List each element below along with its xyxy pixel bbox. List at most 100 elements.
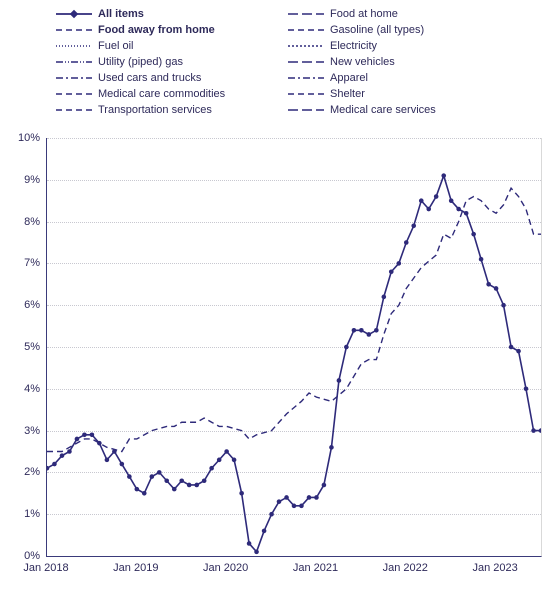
series-marker-all-items (404, 240, 409, 245)
series-marker-all-items (224, 449, 229, 454)
series-marker-all-items (194, 483, 199, 488)
series-marker-all-items (344, 345, 349, 350)
legend-col-left: All itemsFood away from homeFuel oilUtil… (56, 6, 288, 118)
series-marker-all-items (471, 232, 476, 237)
legend-swatch-icon (56, 23, 92, 37)
series-marker-all-items (82, 432, 87, 437)
legend-swatch-icon (288, 71, 324, 85)
y-tick-label: 2% (0, 466, 40, 478)
legend-swatch-icon (56, 39, 92, 53)
legend-label: Used cars and trucks (98, 70, 201, 86)
series-marker-all-items (299, 504, 304, 509)
legend-label: Food away from home (98, 22, 215, 38)
series-marker-all-items (202, 478, 207, 483)
series-marker-all-items (157, 470, 162, 475)
legend-label: Fuel oil (98, 38, 133, 54)
y-tick-label: 1% (0, 508, 40, 520)
legend-item: All items (56, 6, 288, 22)
y-tick-label: 3% (0, 425, 40, 437)
series-marker-all-items (329, 445, 334, 450)
series-marker-all-items (382, 295, 387, 300)
legend-swatch-icon (56, 71, 92, 85)
legend-item: Transportation services (56, 102, 288, 118)
chart-container: { "legend": { "left": [ {"label": "All i… (0, 0, 552, 600)
legend-label: Electricity (330, 38, 377, 54)
legend-label: Utility (piped) gas (98, 54, 183, 70)
legend-label: Transportation services (98, 102, 212, 118)
x-tick-label: Jan 2022 (383, 562, 428, 574)
series-marker-all-items (307, 495, 312, 500)
legend-label: Medical care commodities (98, 86, 225, 102)
series-marker-all-items (322, 483, 327, 488)
series-marker-all-items (426, 207, 431, 212)
series-marker-all-items (209, 466, 214, 471)
legend-col-right: Food at homeGasoline (all types)Electric… (288, 6, 520, 118)
legend-label: Medical care services (330, 102, 436, 118)
series-marker-all-items (269, 512, 274, 517)
series-marker-all-items (67, 449, 72, 454)
series-marker-all-items (397, 261, 402, 266)
legend-label: All items (98, 6, 144, 22)
series-marker-all-items (449, 198, 454, 203)
series-marker-all-items (337, 378, 342, 383)
series-line-food-away (47, 188, 541, 451)
line-chart: 0%1%2%3%4%5%6%7%8%9%10% Jan 2018Jan 2019… (0, 134, 552, 594)
series-marker-all-items (187, 483, 192, 488)
series-marker-all-items (239, 491, 244, 496)
series-marker-all-items (172, 487, 177, 492)
plot-area (46, 138, 542, 557)
series-marker-all-items (434, 194, 439, 199)
legend-swatch-icon (288, 55, 324, 69)
y-tick-label: 4% (0, 383, 40, 395)
legend-item: Utility (piped) gas (56, 54, 288, 70)
legend-label: Food at home (330, 6, 398, 22)
series-svg (47, 138, 541, 556)
legend-swatch-icon (288, 7, 324, 21)
x-tick-label: Jan 2019 (113, 562, 158, 574)
series-marker-all-items (419, 198, 424, 203)
series-marker-all-items (52, 462, 57, 467)
series-marker-all-items (411, 223, 416, 228)
series-marker-all-items (97, 441, 102, 446)
legend-item: Electricity (288, 38, 520, 54)
legend-label: New vehicles (330, 54, 395, 70)
series-marker-all-items (284, 495, 289, 500)
series-marker-all-items (127, 474, 132, 479)
series-marker-all-items (509, 345, 514, 350)
legend-item: Fuel oil (56, 38, 288, 54)
legend-item: Shelter (288, 86, 520, 102)
series-marker-all-items (75, 437, 80, 442)
series-marker-all-items (120, 462, 125, 467)
series-marker-all-items (531, 428, 536, 433)
series-marker-all-items (232, 458, 237, 463)
series-marker-all-items (135, 487, 140, 492)
legend-item: New vehicles (288, 54, 520, 70)
legend-swatch-icon (56, 103, 92, 117)
series-marker-all-items (359, 328, 364, 333)
x-tick-label: Jan 2023 (472, 562, 517, 574)
y-tick-label: 8% (0, 216, 40, 228)
y-tick-label: 0% (0, 550, 40, 562)
series-marker-all-items (90, 432, 95, 437)
series-marker-all-items (247, 541, 252, 546)
series-marker-all-items (179, 478, 184, 483)
series-marker-all-items (105, 458, 110, 463)
legend-swatch-icon (56, 87, 92, 101)
series-marker-all-items (277, 499, 282, 504)
series-marker-all-items (367, 332, 372, 337)
series-marker-all-items (456, 207, 461, 212)
series-marker-all-items (142, 491, 147, 496)
series-marker-all-items (352, 328, 357, 333)
y-tick-label: 7% (0, 257, 40, 269)
x-tick-label: Jan 2021 (293, 562, 338, 574)
y-tick-label: 10% (0, 132, 40, 144)
y-tick-label: 9% (0, 174, 40, 186)
series-marker-all-items (374, 328, 379, 333)
x-tick-label: Jan 2020 (203, 562, 248, 574)
legend-swatch-icon (56, 55, 92, 69)
legend-label: Shelter (330, 86, 365, 102)
legend-swatch-icon (56, 7, 92, 21)
series-marker-all-items (112, 449, 117, 454)
series-marker-all-items (164, 478, 169, 483)
series-marker-all-items (501, 303, 506, 308)
